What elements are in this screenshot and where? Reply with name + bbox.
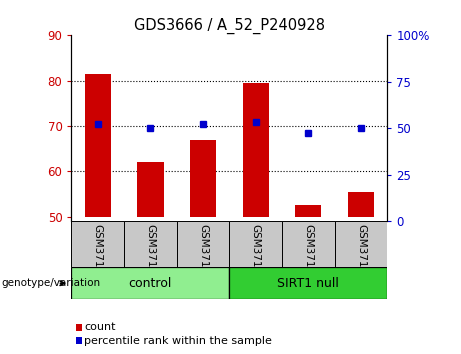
Bar (85, 74, 111, 217)
Bar (229, 267, 387, 299)
Bar (282, 221, 335, 267)
Bar (76, 337, 82, 344)
Text: GSM371988: GSM371988 (93, 224, 103, 287)
Text: count: count (84, 322, 116, 332)
Text: GSM371991: GSM371991 (251, 224, 260, 287)
Title: GDS3666 / A_52_P240928: GDS3666 / A_52_P240928 (134, 18, 325, 34)
Bar (229, 221, 282, 267)
Bar (242, 83, 269, 217)
Bar (177, 221, 229, 267)
Text: GSM371992: GSM371992 (303, 224, 313, 287)
Text: GSM371989: GSM371989 (145, 224, 155, 287)
Text: SIRT1 null: SIRT1 null (278, 277, 339, 290)
Text: GSM371990: GSM371990 (198, 224, 208, 287)
Bar (124, 221, 177, 267)
Bar (71, 267, 230, 299)
Bar (348, 192, 374, 217)
Bar (71, 221, 124, 267)
Bar (295, 205, 321, 217)
Text: percentile rank within the sample: percentile rank within the sample (84, 336, 272, 346)
Bar (190, 140, 216, 217)
Bar (76, 324, 82, 331)
Bar (335, 221, 387, 267)
Text: GSM371993: GSM371993 (356, 224, 366, 287)
Bar (137, 162, 164, 217)
Text: control: control (129, 277, 172, 290)
Text: genotype/variation: genotype/variation (1, 278, 100, 288)
